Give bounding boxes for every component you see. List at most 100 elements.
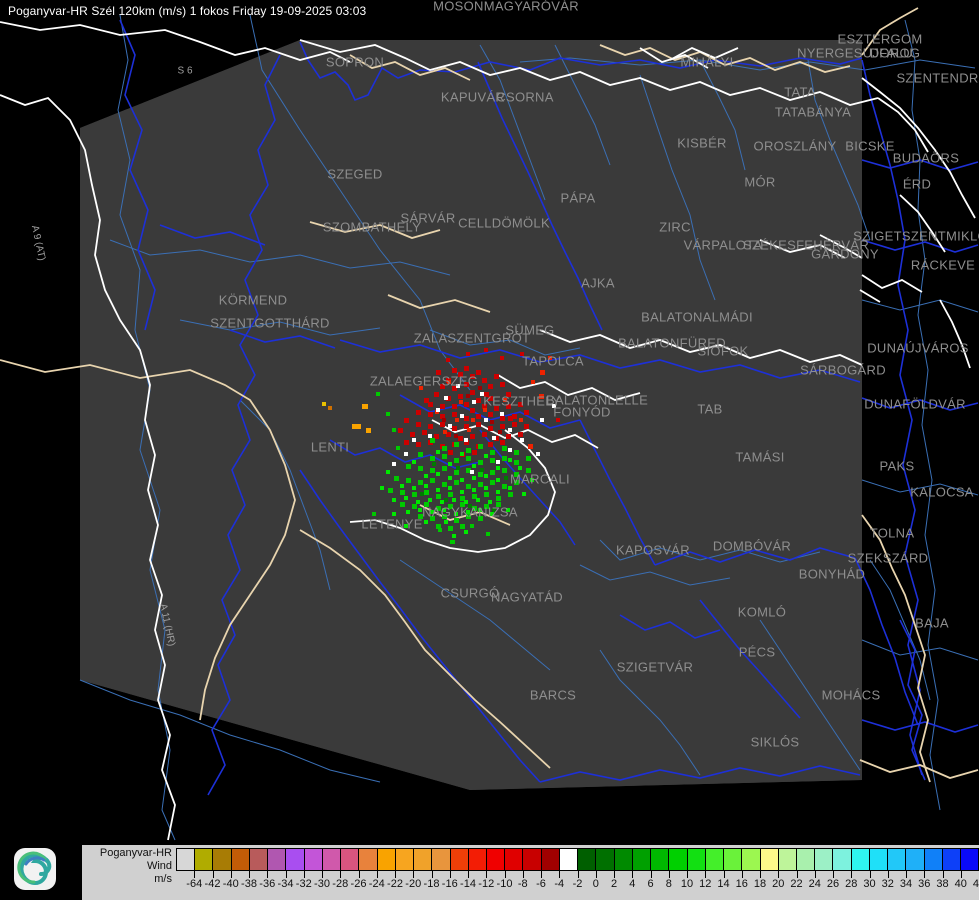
colorbar-tick (760, 871, 761, 878)
colorbar-legend: Poganyvar-HR Wind m/s -64 -42 -40 -38 -36 -34… (82, 845, 979, 900)
colorbar-tick-label: -16 (441, 878, 458, 890)
colorbar-cell[interactable] (961, 849, 979, 870)
colorbar-cell[interactable] (559, 849, 579, 870)
colorbar-tick (486, 871, 488, 878)
colorbar-tick (723, 871, 725, 878)
colorbar-tick (230, 871, 232, 878)
colorbar-cell[interactable] (578, 849, 597, 870)
colorbar-tick-label: -14 (460, 878, 476, 890)
colorbar-cell[interactable] (268, 849, 287, 870)
colorbar-cell[interactable] (541, 849, 560, 870)
colorbar-cell[interactable] (669, 849, 688, 870)
colorbar-cell[interactable] (195, 849, 214, 870)
colorbar-tick-label: 40 (954, 878, 967, 890)
colorbar-tick (322, 871, 323, 878)
echo-outbound-cluster (380, 438, 534, 538)
colorbar-cell[interactable] (432, 849, 451, 870)
legend-quantity: Wind (146, 860, 172, 872)
colorbar-cell[interactable] (869, 849, 889, 870)
colorbar-tick-label: -38 (241, 878, 257, 890)
colorbar-tick-label: -34 (277, 878, 294, 890)
colorbar-cell[interactable] (760, 849, 779, 870)
colorbar-cell[interactable] (651, 849, 670, 870)
colorbar-tick-label: -18 (423, 878, 440, 890)
colorbar-tick-label: 6 (647, 878, 654, 890)
colorbar-tick (632, 871, 634, 878)
colorbar-cell[interactable] (815, 849, 834, 870)
colorbar-cell[interactable] (468, 849, 487, 870)
echo-inbound-cluster (398, 366, 544, 457)
colorbar-cell[interactable] (231, 849, 250, 870)
colorbar-tick-label: 38 (936, 878, 949, 890)
colorbar-tick (796, 871, 798, 878)
colorbar-tick-label: -22 (387, 878, 403, 890)
colorbar-cell[interactable] (632, 849, 652, 870)
colorbar-cell[interactable] (687, 849, 706, 870)
colorbar-tick (559, 871, 561, 878)
colorbar-tick-label: -6 (536, 878, 546, 890)
colorbar-cell[interactable] (414, 849, 433, 870)
colorbar-tick (869, 871, 871, 878)
colorbar-tick-label: 22 (790, 878, 803, 890)
colorbar-cell[interactable] (377, 849, 396, 870)
colorbar-tick-label: 10 (680, 878, 694, 890)
echo-zero-velocity-pixels (392, 384, 556, 474)
colorbar-tick (906, 871, 907, 878)
colorbar-tick (741, 871, 743, 878)
admin-borders (119, 19, 979, 796)
colorbar-cells[interactable] (176, 848, 979, 871)
colorbar-cell[interactable] (906, 849, 925, 870)
colorbar-cell[interactable] (177, 849, 196, 870)
colorbar-tick-label: 28 (845, 878, 858, 890)
colorbar-cell[interactable] (924, 849, 943, 870)
colorbar-tick (249, 871, 250, 878)
colorbar-tick-label: 20 (772, 878, 785, 890)
colorbar-tick-label: 34 (899, 878, 913, 890)
colorbar-cell[interactable] (742, 849, 761, 870)
colorbar-area[interactable]: -64 -42 -40 -38 -36 -34 -32 -30 -28 -26 -24 -22 -20-… (176, 845, 979, 900)
colorbar-tick-label: -26 (350, 878, 367, 890)
colorbar-cell[interactable] (705, 849, 725, 870)
colorbar-cell[interactable] (833, 849, 852, 870)
colorbar-cell[interactable] (359, 849, 378, 870)
colorbar-cell[interactable] (486, 849, 506, 870)
colorbar-cell[interactable] (505, 849, 524, 870)
colorbar-tick-label: 14 (717, 878, 730, 890)
colorbar-cell[interactable] (796, 849, 816, 870)
colorbar-tick-label: -28 (332, 878, 349, 890)
colorbar-tick-label: -10 (496, 878, 513, 890)
colorbar-cell[interactable] (304, 849, 323, 870)
colorbar-cell[interactable] (341, 849, 360, 870)
colorbar-tick-label: 42 (972, 878, 979, 890)
colorbar-tick (595, 871, 597, 878)
colorbar-cell[interactable] (395, 849, 415, 870)
colorbar-tick-label: -24 (368, 878, 385, 890)
colorbar-cell[interactable] (778, 849, 797, 870)
colorbar-tick (577, 871, 579, 878)
colorbar-cell[interactable] (851, 849, 870, 870)
colorbar-cell[interactable] (942, 849, 962, 870)
colorbar-cell[interactable] (322, 849, 342, 870)
colorbar-cell[interactable] (523, 849, 542, 870)
colorbar-tick-label: 2 (610, 878, 618, 890)
colorbar-cell[interactable] (450, 849, 469, 870)
colorbar-cell[interactable] (249, 849, 269, 870)
colorbar-tick (212, 871, 214, 878)
colorbar-tick-label: 4 (629, 878, 636, 890)
colorbar-tick (614, 871, 615, 878)
colorbar-tick-label: 16 (735, 878, 748, 890)
colorbar-tick (358, 871, 360, 878)
colorbar-tick-label: -4 (554, 878, 565, 890)
colorbar-cell[interactable] (724, 849, 743, 870)
colorbar-cell[interactable] (614, 849, 633, 870)
colorbar-tick (431, 871, 433, 878)
colorbar-tick (413, 871, 415, 878)
colorbar-cell[interactable] (286, 849, 305, 870)
colorbar-tick-label: 0 (592, 878, 599, 890)
colorbar-tick-label: 18 (753, 878, 767, 890)
colorbar-tick (833, 871, 834, 878)
colorbar-tick (814, 871, 816, 878)
colorbar-cell[interactable] (596, 849, 615, 870)
colorbar-cell[interactable] (213, 849, 232, 870)
colorbar-cell[interactable] (888, 849, 907, 870)
